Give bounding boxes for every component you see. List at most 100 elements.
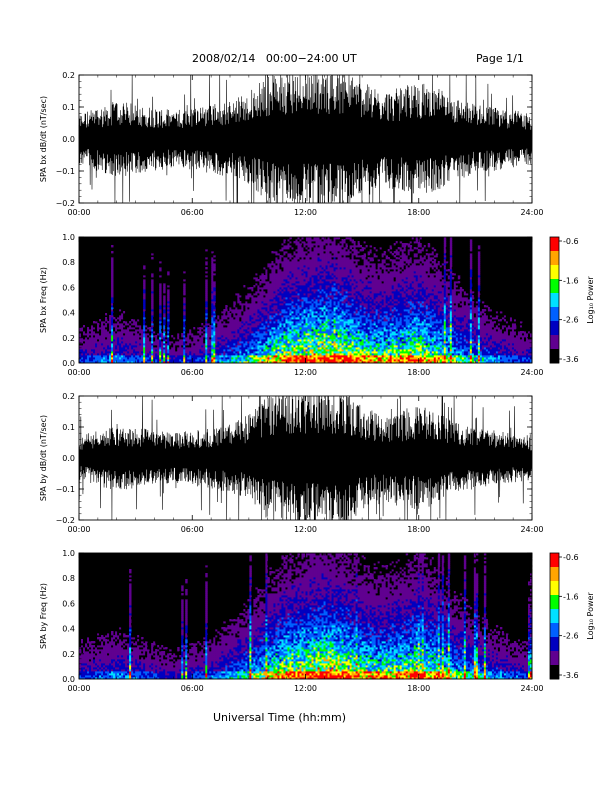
spectrogram-cell [79,335,82,338]
spectrogram-cell [193,327,196,330]
spectrogram-cell [211,343,214,346]
spectrogram-cell [111,327,114,330]
spectrogram-cell [251,351,254,354]
spectrogram-cell [223,343,226,346]
spectrogram-cell [247,349,250,352]
spectrogram-cell [219,345,222,348]
spectrogram-cell [253,355,256,358]
spectrogram-cell [151,307,154,310]
spectrogram-cell [113,335,116,338]
spectrogram-cell [145,333,148,336]
spectrogram-cell [183,341,186,344]
spectrogram-cell [105,341,108,344]
spectrogram-cell [105,313,108,316]
spectrogram-cell [275,325,278,328]
spectrogram-cell [283,313,286,316]
spectrogram-cell [267,273,270,276]
spectrogram-cell [225,329,228,332]
spectrogram-cell [245,347,248,350]
spectrogram-cell [191,355,194,358]
spectrogram-cell [233,333,236,336]
spectrogram-cell [201,355,204,358]
spectrogram-cell [121,351,124,354]
spectrogram-cell [211,357,214,360]
spectrogram-cell [185,357,188,360]
spectrogram-cell [253,327,256,330]
spectrogram-cell [281,257,284,260]
spectrogram-cell [233,319,236,322]
spectrogram-cell [283,295,286,298]
spectrogram-cell [183,289,186,292]
spectrogram-cell [219,309,222,312]
spectrogram-cell [271,277,274,280]
spectrogram-cell [127,355,130,358]
spectrogram-cell [129,325,132,328]
spectrogram-cell [263,321,266,324]
spectrogram-cell [223,315,226,318]
spectrogram-cell [149,335,152,338]
spectrogram-cell [275,251,278,254]
spectrogram-cell [247,305,250,308]
spectrogram-cell [105,361,108,364]
y-tick-label: 0.1 [62,103,75,112]
spectrogram-cell [267,295,270,298]
spectrogram-cell [163,279,166,282]
spectrogram-cell [211,261,214,264]
spectrogram-cell [223,337,226,340]
spectrogram-cell [267,303,270,306]
spectrogram-cell [183,337,186,340]
spectrogram-cell [279,287,282,290]
spectrogram-cell [259,327,262,330]
spectrogram-cell [239,327,242,330]
spectrogram-cell [107,347,110,350]
spectrogram-cell [267,321,270,324]
spectrogram-cell [125,355,128,358]
spectrogram-cell [147,327,150,330]
spectrogram-cell [253,299,256,302]
spectrogram-cell [223,321,226,324]
spectrogram-cell [95,325,98,328]
spectrogram-cell [163,299,166,302]
spectrogram-cell [255,339,258,342]
spectrogram-cell [241,347,244,350]
spectrogram-cell [83,341,86,344]
spectrogram-cell [265,315,268,318]
spectrogram-cell [205,317,208,320]
spectrogram-cell [279,255,282,258]
spectrogram-cell [255,277,258,280]
spectrogram-cell [157,359,160,362]
spectrogram-cell [81,351,84,354]
spectrogram-cell [273,293,276,296]
spectrogram-cell [255,305,258,308]
spectrogram-cell [275,335,278,338]
spectrogram-cell [261,279,264,282]
spectrogram-cell [281,289,284,292]
spectrogram-cell [119,355,122,358]
spectrogram-cell [249,351,252,354]
spectrogram-cell [151,291,154,294]
spectrogram-cell [85,357,88,360]
spectrogram-cell [137,355,140,358]
spectrogram-cell [235,349,238,352]
spectrogram-cell [111,321,114,324]
spectrogram-cell [219,321,222,324]
spectrogram-cell [93,355,96,358]
spectrogram-cell [183,275,186,278]
spectrogram-cell [95,335,98,338]
spectrogram-cell [141,325,144,328]
spectrogram-cell [215,331,218,334]
spectrogram-cell [193,329,196,332]
spectrogram-cell [147,315,150,318]
spectrogram-cell [213,351,216,354]
spectrogram-cell [133,343,136,346]
spectrogram-cell [107,351,110,354]
spectrogram-cell [181,339,184,342]
spectrogram-cell [159,255,162,258]
spectrogram-cell [163,263,166,266]
spectrogram-cell [229,347,232,350]
spectrogram-cell [163,315,166,318]
spectrogram-cell [213,265,216,268]
spectrogram-cell [277,271,280,274]
spectrogram-cell [185,349,188,352]
spectrogram-cell [147,329,150,332]
